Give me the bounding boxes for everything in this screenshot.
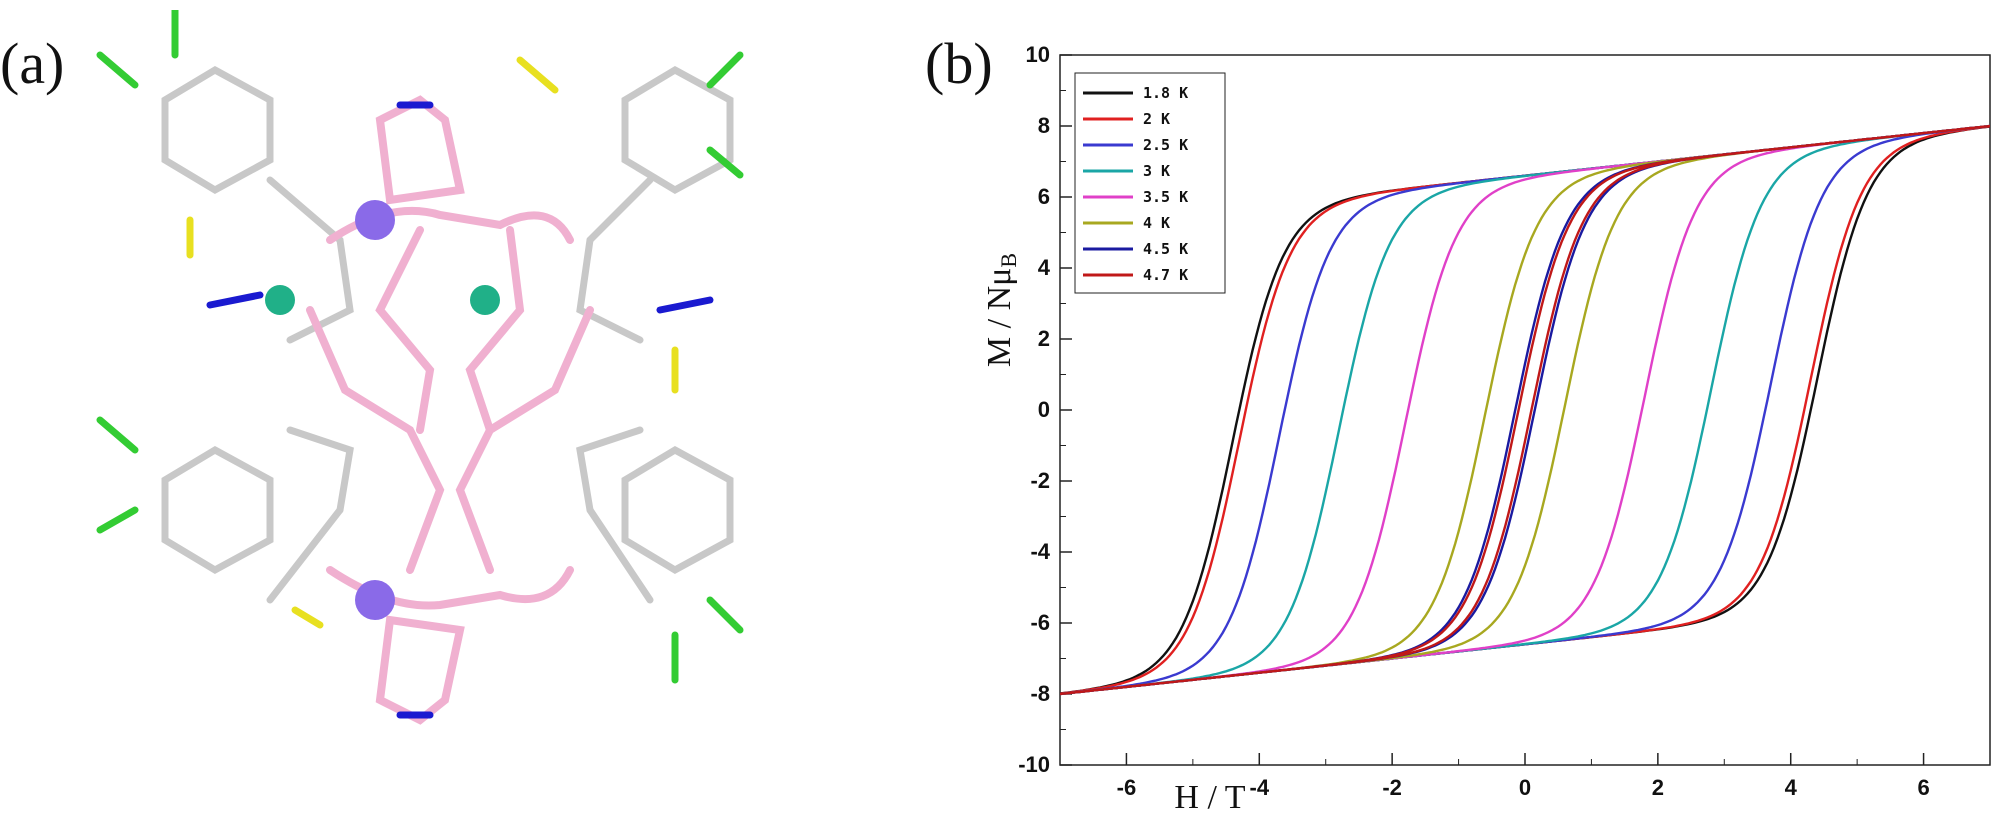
y-tick-label: 0 — [1038, 397, 1050, 422]
y-tick-label: -8 — [1030, 681, 1050, 706]
x-tick-label: -2 — [1382, 775, 1402, 800]
x-tick-label: -6 — [1117, 775, 1137, 800]
legend-label: 2.5 K — [1143, 136, 1188, 154]
legend-label: 3 K — [1143, 162, 1170, 180]
legend-label: 2 K — [1143, 110, 1170, 128]
x-tick-label: 6 — [1917, 775, 1929, 800]
y-tick-label: -6 — [1030, 610, 1050, 635]
legend-box — [1074, 72, 1226, 294]
loops — [1060, 124, 1990, 696]
legend-label: 3.5 K — [1143, 188, 1188, 206]
legend-label: 1.8 K — [1143, 84, 1188, 102]
molecular-structure-image — [96, 10, 744, 725]
y-tick-label: 2 — [1038, 326, 1050, 351]
legend: 1.8 K 2 K 2.5 K 3 K 3.5 K 4 K 4.5 K 4.7 K — [1074, 72, 1226, 294]
y-tick-label: -10 — [1018, 752, 1050, 777]
x-tick-label: 2 — [1652, 775, 1664, 800]
y-tick-label: 6 — [1038, 184, 1050, 209]
x-axis-label: H / T — [1174, 779, 1245, 815]
x-tick-label: 0 — [1519, 775, 1531, 800]
y-tick-label: -4 — [1030, 539, 1050, 564]
y-tick-label: 10 — [1026, 42, 1050, 67]
x-tick-label: -4 — [1250, 775, 1270, 800]
legend-label: 4 K — [1143, 214, 1170, 232]
legend-label: 4.5 K — [1143, 240, 1188, 258]
panel-a-label: (a) — [0, 31, 65, 96]
y-tick-label: -2 — [1030, 468, 1050, 493]
hysteresis-chart: -10 -8 -6 -4 -2 0 2 4 6 8 10 -6 -4 -2 0 2 4 6 1.8 K 2 K 2.5 … — [981, 42, 1991, 815]
y-tick-label: 4 — [1038, 255, 1051, 280]
x-tick-label: 4 — [1785, 775, 1798, 800]
legend-label: 4.7 K — [1143, 266, 1188, 284]
y-tick-label: 8 — [1038, 113, 1050, 138]
series-line-47K — [1060, 124, 1990, 696]
plot-area: -10 -8 -6 -4 -2 0 2 4 6 8 10 -6 -4 -2 0 2 4 6 1.8 K 2 K 2.5 … — [1018, 42, 1991, 800]
y-axis-label: M / NμB — [981, 253, 1021, 367]
panel-b-label: (b) — [925, 31, 993, 96]
